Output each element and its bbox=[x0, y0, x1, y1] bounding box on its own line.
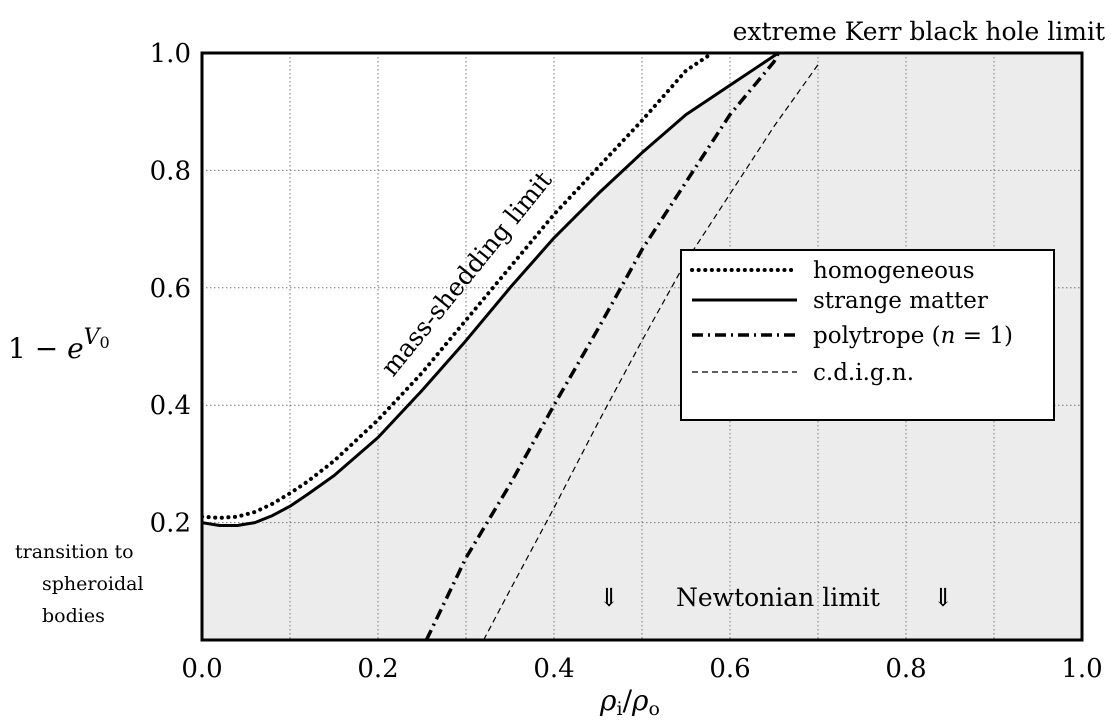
transition-line-2: spheroidal bbox=[42, 573, 144, 595]
x-axis-label: ρi/ρo bbox=[599, 684, 660, 720]
y-tick-labels: 0.2 0.4 0.6 0.8 1.0 bbox=[150, 39, 191, 539]
legend-label: strange matter bbox=[813, 288, 988, 314]
y-tick-label: 0.4 bbox=[150, 391, 191, 421]
legend-label: polytrope (n = 1) bbox=[813, 323, 1013, 349]
legend-label: c.d.i.g.n. bbox=[813, 360, 914, 386]
kerr-limit-annotation: extreme Kerr black hole limit bbox=[733, 17, 1105, 46]
y-tick-label: 0.2 bbox=[150, 509, 191, 539]
series-group bbox=[202, 53, 819, 640]
series-line-c-d-i-g-n- bbox=[483, 64, 819, 640]
x-tick-label: 0.8 bbox=[885, 654, 926, 684]
transition-line-3: bodies bbox=[42, 605, 105, 627]
y-axis-label: 1 − eV0 bbox=[8, 325, 110, 365]
x-tick-label: 1.0 bbox=[1061, 654, 1102, 684]
legend: homogeneous strange matter polytrope (n = … bbox=[680, 249, 1055, 421]
series-line-homogeneous bbox=[202, 53, 715, 520]
y-tick-label: 1.0 bbox=[150, 39, 191, 69]
newtonian-arrow-left: ⇓ bbox=[599, 583, 620, 612]
y-tick-label: 0.6 bbox=[150, 274, 191, 304]
plot-frame bbox=[200, 51, 1084, 642]
transition-annotation: transition to spheroidal bodies bbox=[15, 541, 144, 627]
legend-label: homogeneous bbox=[813, 258, 975, 284]
series-line-polytrope-n-1- bbox=[424, 53, 780, 640]
transition-line-1: transition to bbox=[15, 541, 134, 563]
x-tick-label: 0.2 bbox=[357, 654, 398, 684]
newtonian-limit-annotation: Newtonian limit bbox=[676, 583, 880, 612]
series-line-strange-matter bbox=[202, 53, 780, 527]
x-tick-label: 0.0 bbox=[181, 654, 222, 684]
newtonian-arrow-right: ⇓ bbox=[933, 583, 954, 612]
y-tick-label: 0.8 bbox=[150, 156, 191, 186]
x-tick-labels: 0.0 0.2 0.4 0.6 0.8 1.0 bbox=[181, 654, 1102, 684]
x-tick-label: 0.6 bbox=[709, 654, 750, 684]
x-tick-label: 0.4 bbox=[533, 654, 574, 684]
